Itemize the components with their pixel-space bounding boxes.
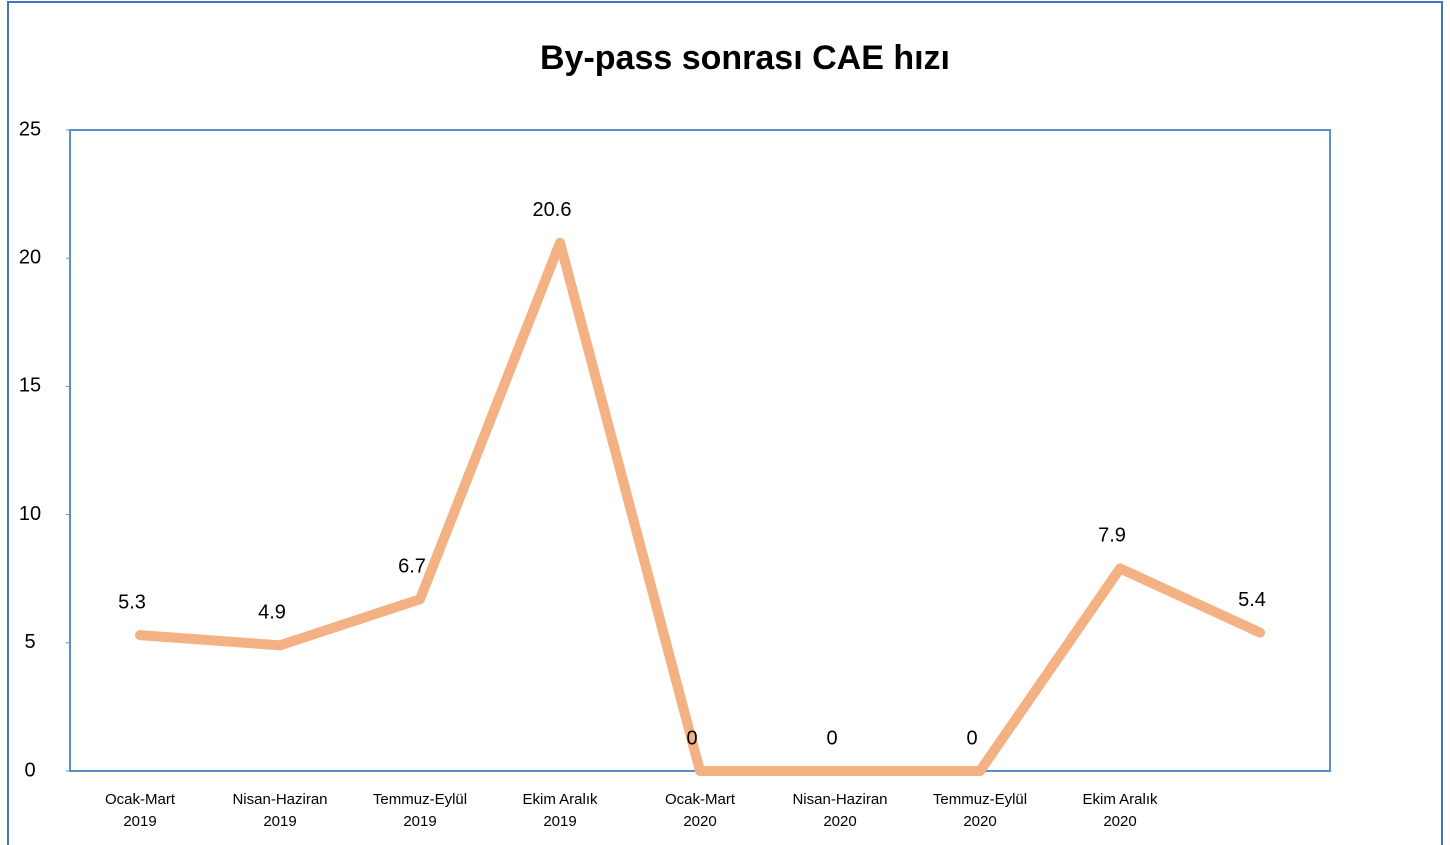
x-tick-label: Temmuz-Eylül 2019 <box>372 791 468 830</box>
data-label: 0 <box>686 727 697 749</box>
x-tick-label: Ocak-Mart 2019 <box>104 791 175 830</box>
x-tick-label: Ocak-Mart 2020 <box>664 791 735 830</box>
y-tick-label: 10 <box>19 503 41 525</box>
x-tick-label: Nisan-Haziran 2020 <box>792 791 888 830</box>
plot-frame <box>69 129 1331 772</box>
data-label: 6.7 <box>398 555 426 577</box>
chart-title: By-pass sonrası CAE hızı <box>540 39 950 77</box>
data-label: 20.6 <box>533 199 572 221</box>
data-label: 5.3 <box>118 591 146 613</box>
y-tick-label: 5 <box>24 631 35 653</box>
data-label: 7.9 <box>1098 525 1126 547</box>
data-label: 5.4 <box>1238 589 1266 611</box>
x-tick-label: Nisan-Haziran 2019 <box>232 791 328 830</box>
data-label: 0 <box>826 727 837 749</box>
x-tick-label: Temmuz-Eylül 2020 <box>932 791 1028 830</box>
x-tick-label: Ekim Aralık 2019 <box>522 791 598 830</box>
x-tick-label: Ekim Aralık 2020 <box>1082 791 1158 830</box>
y-tick-label: 15 <box>19 375 41 397</box>
data-line <box>135 237 1265 776</box>
data-label: 0 <box>966 727 977 749</box>
y-tick-label: 25 <box>19 118 41 140</box>
data-label: 4.9 <box>258 602 286 624</box>
chart-frame <box>7 1 1443 845</box>
y-tick-label: 20 <box>19 246 41 268</box>
y-tick-label: 0 <box>24 759 35 781</box>
